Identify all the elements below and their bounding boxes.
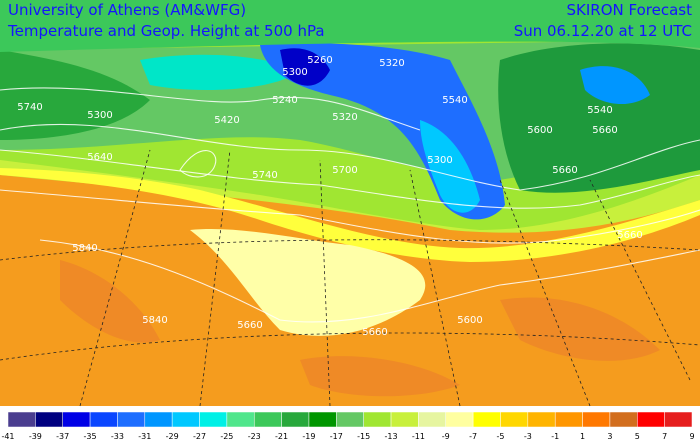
colorbar-label: 7 [662,432,667,441]
colorbar-label: -27 [193,432,206,441]
header-source: SKIRON Forecast [567,1,693,19]
colorbar-label: -13 [385,432,398,441]
contour-label: 5300 [87,110,112,121]
colorbar-label: -19 [302,432,315,441]
colorbar-label: -7 [469,432,477,441]
contour-label: 5640 [87,152,112,163]
colorbar-box [390,411,419,428]
contour-label: 5660 [552,165,577,176]
colorbar-box [281,411,310,428]
colorbar-box [363,411,392,428]
colorbar-label: 1 [580,432,585,441]
contour-label: 5660 [362,327,387,338]
colorbar-box [62,411,91,428]
contour-label: 5420 [214,115,239,126]
colorbar-box [226,411,255,428]
colorbar-label: -15 [357,432,370,441]
colorbar-label: 5 [635,432,640,441]
contour-label: 5840 [72,243,97,254]
contour-label: 5240 [272,95,297,106]
colorbar-label: -5 [496,432,504,441]
header-subtitle: Temperature and Geop. Height at 500 hPa [7,22,325,40]
colorbar-label: -3 [524,432,532,441]
colorbar-box [35,411,63,428]
map [0,0,700,407]
colorbar-box [199,411,228,428]
contour-label: 5300 [282,67,307,78]
colorbar-label: -31 [138,432,151,441]
contour-label: 5660 [617,230,642,241]
contour-label: 5660 [237,320,262,331]
contour-label: 5540 [442,95,467,106]
colorbar-box [637,411,665,428]
contour-label: 5660 [592,125,617,136]
colorbar-box [500,411,529,428]
colorbar-label: -39 [29,432,42,441]
colorbar-box [664,411,693,428]
colorbar-box [554,411,583,428]
colorbar-label: -35 [84,432,97,441]
colorbar-box [144,411,173,428]
colorbar-label: -1 [551,432,559,441]
contour-label: 5320 [379,58,404,69]
contour-label: 5700 [332,165,357,176]
colorbar-label: -17 [330,432,343,441]
colorbar-box [7,411,36,428]
colorbar-box [527,411,556,428]
colorbar-box [253,411,282,428]
colorbar-box [308,411,337,428]
colorbar-label: -21 [275,432,288,441]
header-title: University of Athens (AM&WFG) [8,1,246,19]
colorbar-label: -37 [56,432,69,441]
colorbar-label: -41 [1,432,14,441]
colorbar-label: -11 [412,432,425,441]
colorbar-label: 9 [689,432,694,441]
colorbar-box [89,411,118,428]
colorbar-label: -25 [220,432,233,441]
contour-label: 5540 [587,105,612,116]
colorbar-label: -23 [248,432,261,441]
colorbar-label: -29 [166,432,179,441]
contour-labels: 5740 5300 5420 5300 5240 5260 5320 5320 5540 5600… [17,55,642,338]
contour-label: 5740 [17,102,42,113]
colorbar-label: 3 [607,432,612,441]
colorbar-box [472,411,501,428]
colorbar-box [336,411,364,428]
colorbar-box [582,411,611,428]
contour-label: 5600 [457,315,482,326]
colorbar-box [117,411,146,428]
colorbar-box [609,411,638,428]
colorbar-label: -9 [442,432,450,441]
header-date: Sun 06.12.20 at 12 UTC [514,22,692,40]
contour-label: 5600 [527,125,552,136]
contour-label: 5300 [427,155,452,166]
contour-label: 5840 [142,315,167,326]
contour-label: 5260 [307,55,332,66]
colorbar-label: -33 [111,432,124,441]
contour-label: 5320 [332,112,357,123]
colorbar-box [445,411,474,428]
colorbar-box [171,411,200,428]
contour-label: 5740 [252,170,277,181]
colorbar: -41 -39 -37 -35 -33 -31 -29 -27 -25 -23 -21 -19 -17-… [1,411,695,441]
colorbar-box [418,411,447,428]
